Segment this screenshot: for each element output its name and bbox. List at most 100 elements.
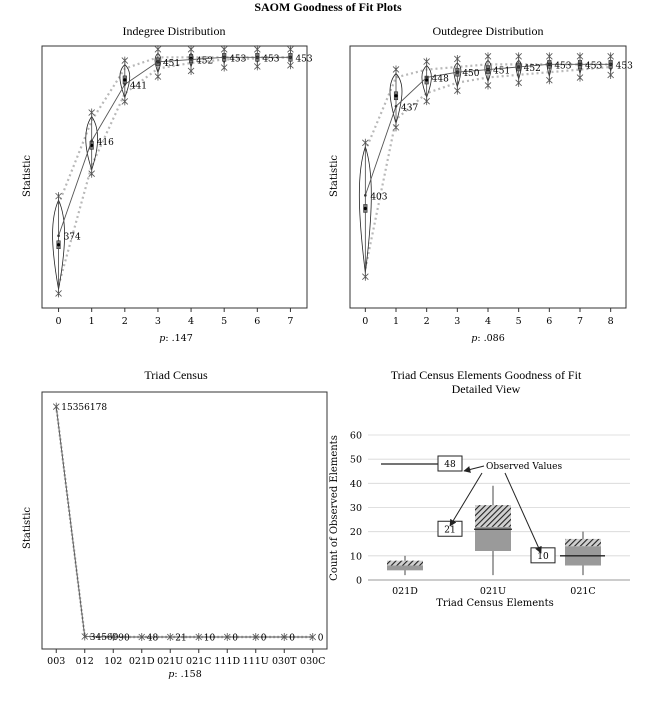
outdegree-observed-label: 448 [432,74,449,84]
indegree-outlier [154,45,162,54]
indegree-xtick-label: 5 [221,316,227,327]
detail-box-upper [565,538,601,547]
outdegree-outlier [423,97,430,106]
triad-census-p-value: p: .158 [168,669,201,680]
detail-category-label: 021C [570,586,595,597]
indegree-median-dot [123,78,127,82]
triad-xtick-label: 021C [186,656,211,667]
indegree-median-dot [90,143,94,147]
outdegree-observed-label: 453 [554,61,571,71]
outdegree-xtick-label: 6 [546,316,552,327]
outdegree-observed-label: 437 [401,103,418,113]
indegree-outlier [220,45,228,54]
outdegree-observed-label: 451 [493,67,510,77]
outdegree-xtick-label: 5 [516,316,522,327]
detail-category-label: 021D [392,586,418,597]
triad-sim-marker [309,633,317,641]
triad-point-label: 90 [118,633,130,643]
indegree-outlier [121,97,129,106]
triad-xtick-label: 021U [157,656,183,667]
outdegree-outlier [546,76,553,85]
triad-xtick-label: 102 [104,656,122,667]
indegree-p-value: p: .147 [159,333,192,344]
indegree-observed-label: 453 [229,54,246,64]
outdegree-outlier [607,52,614,61]
triad-point-label: 34569 [90,633,119,643]
triad-point-label: 0 [318,634,324,644]
triad-xtick-label: 003 [47,656,65,667]
outdegree-outlier [392,65,400,74]
indegree-outlier [88,169,95,178]
detail-ytick-label: 50 [350,455,362,466]
outdegree-observed-point [517,65,520,69]
outdegree-p-value: p: .086 [471,333,504,344]
outdegree-observed-point [364,194,367,197]
detail-box-lower [475,526,511,551]
indegree-title: Indegree Distribution [123,24,226,38]
indegree-xtick-label: 6 [254,316,260,327]
indegree-outlier [55,192,62,201]
indegree-observed-point [123,83,127,86]
outdegree-outlier [454,54,461,63]
triad-census-title: Triad Census [144,368,208,382]
indegree-observed-line [58,56,291,236]
outdegree-band-low [364,65,611,269]
triad-point-label: 15356178 [61,403,107,413]
detail-box-lower [387,565,423,571]
detail-annotation: Observed Values [486,462,562,472]
triad-point-label: 48 [147,633,159,643]
triad-point-label: 21 [175,633,186,643]
triad-xtick-label: 111D [214,656,240,667]
triad-detail-subtitle: Detailed View [452,382,521,396]
triad-point-label: 0 [289,634,295,644]
indegree-observed-point [90,139,93,143]
indegree-observed-point [289,55,292,59]
triad-census-plot-frame [41,391,328,650]
outdegree-observed-point [609,63,612,66]
outdegree-xtick-label: 7 [577,316,583,327]
outdegree-median-dot [363,206,367,211]
indegree-outlier [187,66,195,75]
triad-sim-marker [223,633,231,641]
detail-ytick-label: 30 [350,503,362,514]
indegree-xtick-label: 7 [287,316,293,327]
indegree-outlier [254,45,261,54]
outdegree-median-dot [425,78,429,82]
outdegree-outlier [484,81,492,90]
outdegree-observed-point [548,63,551,66]
triad-detail-ylabel: Count of Observed Elements [329,435,340,581]
outdegree-observed-label: 453 [585,61,602,71]
triad-point-label: 0 [261,634,267,644]
triad-observed-line [55,406,313,638]
outdegree-observed-point [456,70,459,74]
indegree-band-low [57,56,291,286]
indegree-outlier [287,61,294,70]
indegree-observed-point [189,58,193,61]
indegree-plot-frame [41,45,308,309]
detail-annotation-arrow [463,465,485,473]
indegree-observed-label: 374 [64,233,81,243]
outdegree-outlier [423,57,430,66]
triad-xtick-label: 030T [272,656,297,667]
detail-ytick-label: 0 [356,576,362,587]
indegree-xtick-label: 1 [89,316,95,327]
triad-sim-marker [109,632,117,641]
detail-observed-label: 48 [444,460,456,470]
indegree-observed-label: 416 [97,138,114,148]
indegree-outlier [187,45,195,54]
triad-xtick-label: 021D [129,656,155,667]
indegree-xtick-label: 4 [188,316,194,327]
outdegree-outlier [392,123,400,132]
triad-xtick-label: 111U [243,656,269,667]
outdegree-observed-label: 403 [370,192,387,202]
outdegree-xtick-label: 8 [608,316,614,327]
outdegree-outlier [576,73,584,82]
indegree-observed-point [57,234,60,238]
detail-ytick-label: 60 [350,431,362,442]
indegree-observed-label: 453 [295,54,312,64]
outdegree-median-dot [394,94,398,98]
outdegree-outlier [576,52,584,61]
outdegree-observed-point [394,104,398,108]
detail-observed-label: 21 [444,525,455,535]
